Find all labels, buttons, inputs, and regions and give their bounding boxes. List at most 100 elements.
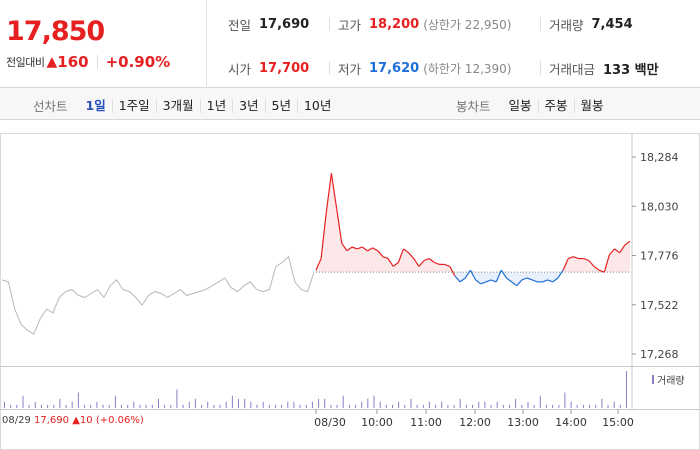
volume-bar [373,395,375,408]
today-line-segment [526,277,533,281]
y-tick-label: 18,030 [640,200,679,213]
change-rate: +0.90% [105,53,171,71]
volume-bar [188,401,190,408]
volume-bar [484,401,486,408]
chart-frame [0,133,700,450]
volume-bar [238,398,239,409]
today-line-segment [459,277,466,283]
volume-bar [256,404,258,408]
volume-bar [447,404,449,408]
prev-day-line [1,255,315,335]
volume-bar [379,401,381,408]
today-line-segment [562,258,569,271]
volume-bar [225,401,227,408]
x-tick-label: 14:00 [555,416,587,429]
volume-bar [194,398,196,409]
today-line-segment [449,266,456,277]
today-line-segment [567,256,574,260]
volume-bar [133,401,135,408]
today-line-segment [397,248,405,263]
volume-bar [219,404,221,408]
today-line-segment [387,258,394,267]
today-line-segment [408,252,415,259]
volume-bar [398,401,400,408]
today-line-segment [521,277,528,281]
today-line-segment [413,258,420,267]
volume-bar [539,395,541,408]
tab-1y[interactable]: 1년 [199,98,232,113]
tab-weekly-candle[interactable]: 주봉 [537,98,574,113]
stat-volume: 거래량 7,454 [549,15,633,34]
volume-bar [207,401,209,408]
today-line-segment [542,279,548,283]
today-line-segment [511,281,518,287]
stat-prev-close: 전일 17,690 [228,15,309,34]
stat-label: 고가 [338,18,362,33]
volume-bar [305,404,307,408]
volume-legend-label: 거래량 [657,376,685,387]
volume-bar [416,404,418,408]
x-tick-label: 12:00 [459,416,491,429]
y-tick-label: 17,776 [640,250,679,263]
volume-bar [34,401,36,408]
stat-sub: (상한가 22,950) [423,18,512,32]
today-line-segment [573,256,579,260]
today-line-segment [495,269,502,283]
volume-bar [509,404,510,408]
today-line-segment [346,246,353,252]
volume-bar [361,401,363,408]
tab-monthly-candle[interactable]: 월봉 [573,98,610,113]
today-line-segment [403,248,410,254]
quote-summary: 17,850 전일대비 ▲ 160 +0.90% 전일 17,690 고가 18… [0,0,700,88]
stat-open: 시가 17,700 [228,59,309,78]
divider [329,17,330,31]
volume-bar [4,401,5,408]
tab-3y[interactable]: 3년 [232,98,264,113]
tab-daily-candle[interactable]: 일봉 [508,97,532,113]
volume-legend: 거래량 [652,372,685,387]
volume-bar [22,395,24,408]
volume-bar [576,404,578,408]
volume-bar [453,404,455,408]
volume-bar [121,404,122,408]
tab-5y[interactable]: 5년 [264,98,297,113]
today-line-segment [377,250,384,258]
volume-bar [318,398,320,409]
price-chart-svg: 18,284 18,030 17,776 17,522 17,268 08/30 10:00… [0,133,700,450]
today-line-segment [325,173,332,213]
volume-bar [521,404,523,408]
volume-bar [10,404,12,408]
change-label: 전일대비 [6,56,45,69]
volume-bar [268,404,270,408]
tab-3m[interactable]: 3개월 [155,98,200,113]
stat-low: 저가 17,620 (하한가 12,390) [338,59,511,78]
x-tick-label: 08/30 [314,416,346,429]
today-line-segment [434,261,440,265]
volume-bar [336,404,338,408]
prev-day-info: 08/29 17,690 ▲10 (+0.06%) [2,415,144,426]
today-line-segment [382,256,389,260]
volume-bar [151,404,153,408]
today-line-segment [614,248,621,254]
today-line-segment [593,265,600,271]
volume-bar [490,404,492,408]
volume-bar [564,392,566,408]
today-line-segment [454,275,461,283]
volume-bar [367,398,369,409]
today-line-segment [475,279,482,285]
today-line-segment [356,246,363,250]
volume-bar [41,404,42,408]
today-line-segment [552,277,559,283]
tab-1w[interactable]: 1주일 [111,98,156,113]
volume-bar [478,401,480,408]
stat-high: 고가 18,200 (상한가 22,950) [338,15,511,34]
volume-bar [441,401,443,408]
today-line-segment [464,269,471,279]
prev-info-date: 08/29 [2,415,31,426]
candle-chart-tabs: 봉차트 일봉 주봉 월봉 [456,96,610,115]
tab-1d[interactable]: 1일 [85,97,106,113]
today-line-segment [423,258,430,262]
today-line-segment [341,242,348,252]
volume-bar [59,398,61,409]
tab-10y[interactable]: 10년 [296,98,337,113]
